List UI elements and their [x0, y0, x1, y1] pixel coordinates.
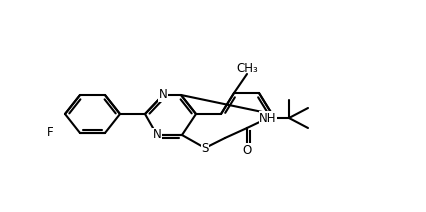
- Text: O: O: [242, 144, 252, 156]
- Text: CH₃: CH₃: [236, 61, 258, 74]
- Text: NH: NH: [259, 112, 277, 124]
- Text: F: F: [47, 127, 53, 139]
- Text: N: N: [158, 88, 167, 102]
- Text: S: S: [201, 141, 209, 155]
- Text: N: N: [153, 128, 161, 141]
